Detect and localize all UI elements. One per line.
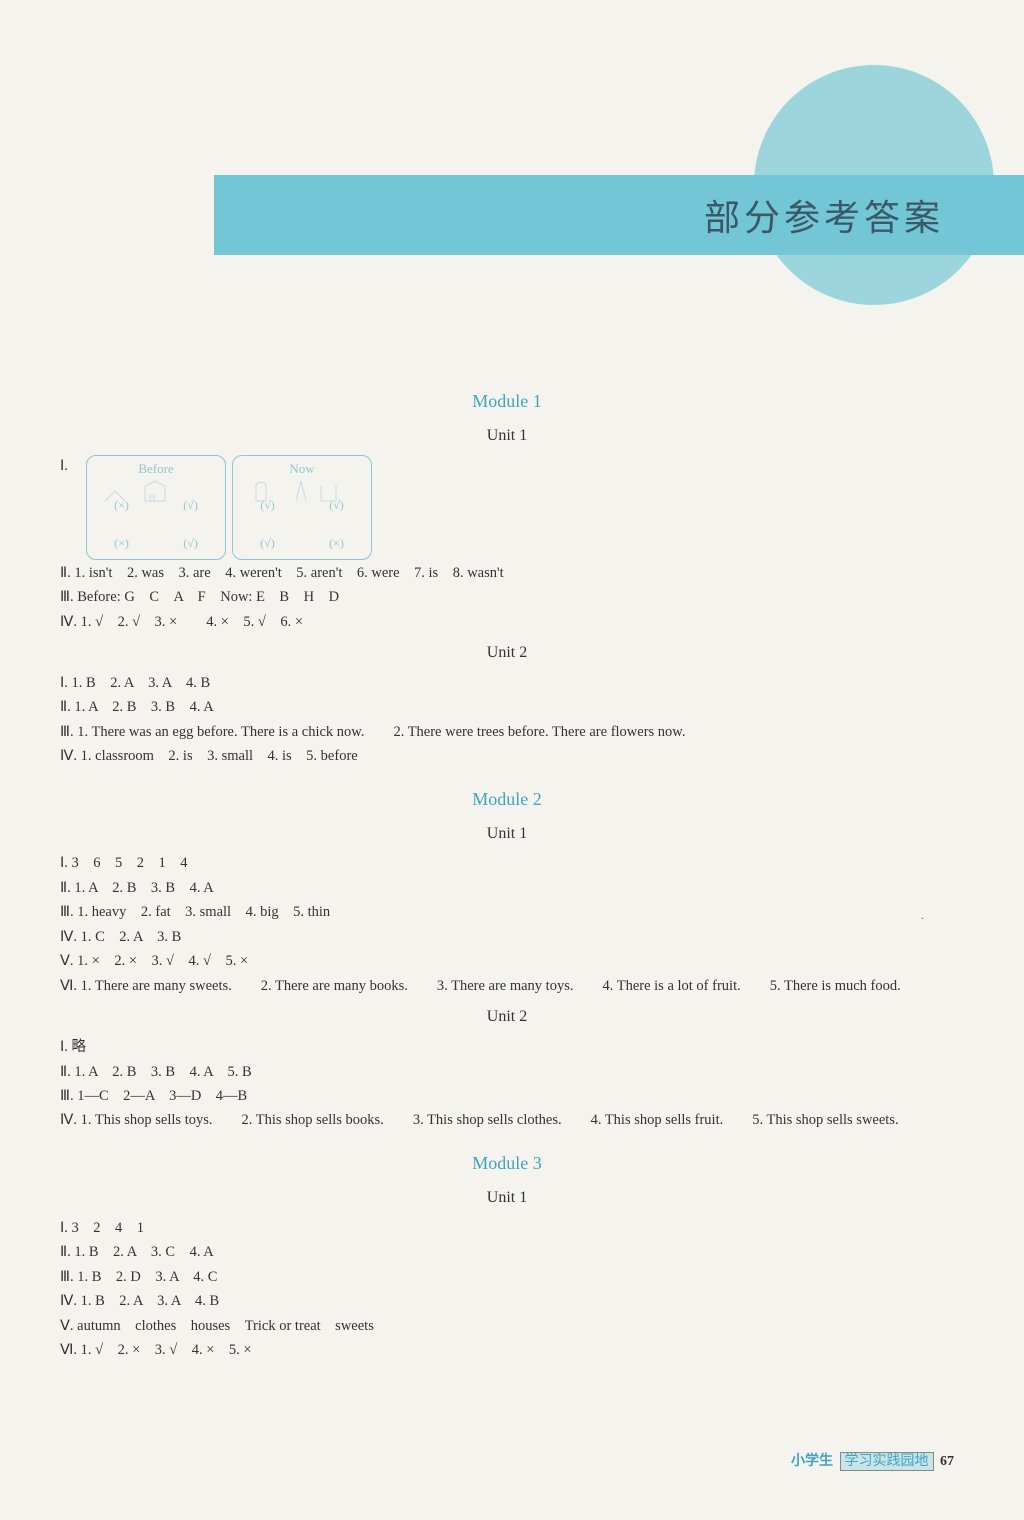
- m2u1-q4: Ⅳ. 1. C 2. A 3. B: [60, 926, 954, 948]
- m3u1-q4: Ⅳ. 1. B 2. A 3. A 4. B: [60, 1290, 954, 1312]
- mark: (√): [183, 534, 198, 553]
- module-1-header: Module 1: [60, 388, 954, 416]
- m1-unit-1-header: Unit 1: [60, 424, 954, 449]
- roman-1: Ⅰ.: [60, 455, 80, 477]
- m1u2-q3: Ⅲ. 1. There was an egg before. There is …: [60, 721, 954, 743]
- m1u2-q4: Ⅳ. 1. classroom 2. is 3. small 4. is 5. …: [60, 745, 954, 767]
- m1u1-q4: Ⅳ. 1. √ 2. √ 3. × 4. × 5. √ 6. ×: [60, 611, 954, 633]
- before-box: Before (×) (√) (×) (√): [86, 455, 226, 560]
- m2u1-q1: Ⅰ. 3 6 5 2 1 4: [60, 852, 954, 874]
- m2u1-q6: Ⅵ. 1. There are many sweets. 2. There ar…: [60, 975, 954, 997]
- m2u2-q2: Ⅱ. 1. A 2. B 3. B 4. A 5. B: [60, 1061, 954, 1083]
- m3u1-q2: Ⅱ. 1. B 2. A 3. C 4. A: [60, 1241, 954, 1263]
- m3u1-q5: Ⅴ. autumn clothes houses Trick or treat …: [60, 1315, 954, 1337]
- m1u2-q1: Ⅰ. 1. B 2. A 3. A 4. B: [60, 672, 954, 694]
- mark: (√): [329, 496, 344, 515]
- page-title: 部分参考答案: [704, 189, 944, 241]
- footer-box: 学习实践园地: [840, 1452, 934, 1471]
- page-footer: 小学生 学习实践园地 67: [791, 1450, 954, 1470]
- m1u2-q2: Ⅱ. 1. A 2. B 3. B 4. A: [60, 696, 954, 718]
- m1-unit-2-header: Unit 2: [60, 641, 954, 666]
- m2u1-q5: Ⅴ. 1. × 2. × 3. √ 4. √ 5. ×: [60, 950, 954, 972]
- mark: (√): [260, 496, 275, 515]
- mark: (×): [329, 534, 344, 553]
- now-marks-top: (√) (√): [233, 496, 371, 515]
- m3u1-q1: Ⅰ. 3 2 4 1: [60, 1217, 954, 1239]
- mark: (×): [114, 534, 129, 553]
- module-2-header: Module 2: [60, 786, 954, 814]
- m3-unit-1-header: Unit 1: [60, 1186, 954, 1211]
- before-now-pictures: Before (×) (√) (×) (√) Now (√) (√): [86, 455, 372, 560]
- before-marks-bot: (×) (√): [87, 534, 225, 553]
- m2-unit-1-header: Unit 1: [60, 822, 954, 847]
- before-marks-top: (×) (√): [87, 496, 225, 515]
- page-number: 67: [940, 1454, 954, 1469]
- m2-unit-2-header: Unit 2: [60, 1005, 954, 1030]
- mark: (√): [183, 496, 198, 515]
- m2u2-q3: Ⅲ. 1—C 2—A 3—D 4—B: [60, 1085, 954, 1107]
- m2u2-q1: Ⅰ. 略: [60, 1036, 954, 1058]
- m3u1-q6: Ⅵ. 1. √ 2. × 3. √ 4. × 5. ×: [60, 1339, 954, 1361]
- m3u1-q3: Ⅲ. 1. B 2. D 3. A 4. C: [60, 1266, 954, 1288]
- now-marks-bot: (√) (×): [233, 534, 371, 553]
- module-3-header: Module 3: [60, 1150, 954, 1178]
- m2u2-q4: Ⅳ. 1. This shop sells toys. 2. This shop…: [60, 1109, 954, 1131]
- now-box: Now (√) (√) (√) (×): [232, 455, 372, 560]
- m2u1-q3: Ⅲ. 1. heavy 2. fat 3. small 4. big 5. th…: [60, 901, 954, 923]
- mark: (√): [260, 534, 275, 553]
- answer-content: Module 1 Unit 1 Ⅰ. Before (×) (√) (×) (√…: [60, 370, 954, 1363]
- mark: (×): [114, 496, 129, 515]
- title-banner: 部分参考答案: [214, 175, 1024, 255]
- footer-brand: 小学生: [791, 1454, 833, 1469]
- stray-dot: ·: [921, 914, 924, 925]
- m1u1-q1: Ⅰ. Before (×) (√) (×) (√) Now (√) (: [60, 455, 954, 560]
- m1u1-q3: Ⅲ. Before: G C A F Now: E B H D: [60, 586, 954, 608]
- m1u1-q2: Ⅱ. 1. isn't 2. was 3. are 4. weren't 5. …: [60, 562, 954, 584]
- m2u1-q2: Ⅱ. 1. A 2. B 3. B 4. A: [60, 877, 954, 899]
